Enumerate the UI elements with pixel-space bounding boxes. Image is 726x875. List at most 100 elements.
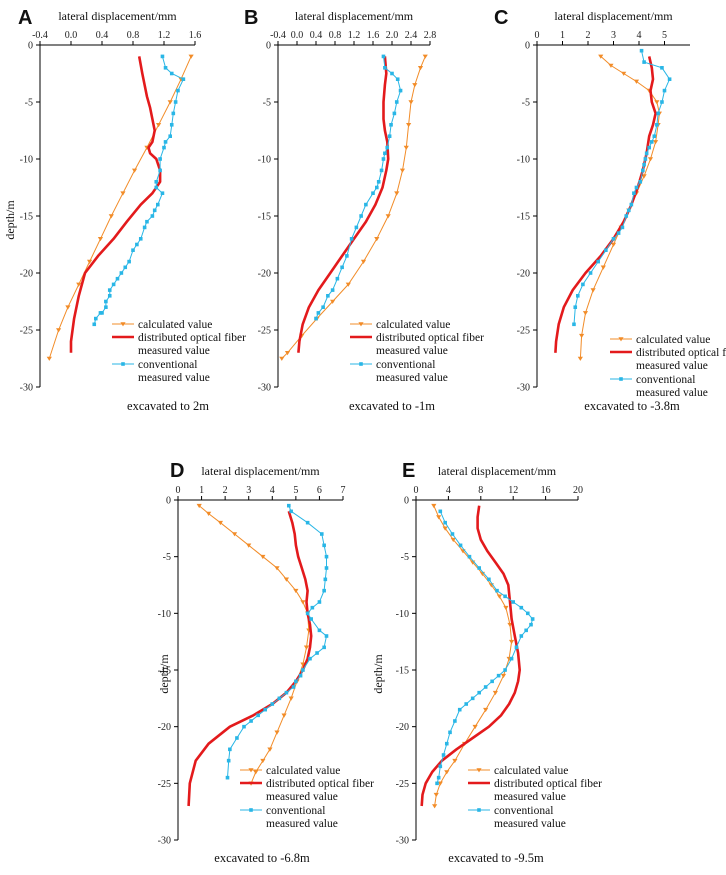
y-tick-label: -10 xyxy=(20,155,33,166)
x-tick-label: 12 xyxy=(508,485,518,496)
data-point xyxy=(291,685,296,689)
data-point xyxy=(171,111,176,116)
data-point xyxy=(620,225,625,230)
legend-line: conventional xyxy=(636,374,695,386)
legend-marker-calculated xyxy=(618,337,624,342)
data-point xyxy=(160,54,165,59)
legend-label-conventional: conventional measured value xyxy=(266,805,338,830)
data-point xyxy=(577,356,583,361)
data-point xyxy=(604,248,608,252)
data-point xyxy=(647,157,654,162)
data-point xyxy=(634,185,639,190)
data-point xyxy=(530,617,535,621)
data-point xyxy=(322,543,326,548)
data-point xyxy=(610,242,617,247)
y-tick-label: 0 xyxy=(404,496,409,507)
data-point xyxy=(315,651,319,655)
y-tick-label: -20 xyxy=(258,269,271,280)
series-fiber xyxy=(187,510,313,807)
x-tick-label: 0 xyxy=(414,485,419,496)
data-point xyxy=(301,668,305,672)
data-point xyxy=(46,356,52,361)
series-calculated xyxy=(196,503,312,786)
x-tick-label: 4 xyxy=(270,485,275,496)
panel-label: E xyxy=(402,460,415,482)
y-tick-label: -20 xyxy=(396,722,409,733)
x-tick-label: 0.0 xyxy=(65,30,78,41)
y-tick-label: -25 xyxy=(258,326,271,337)
data-point xyxy=(379,168,384,173)
legend-line: measured value xyxy=(636,387,708,399)
legend-line: measured value xyxy=(138,345,210,357)
series-line xyxy=(48,56,192,359)
y-axis-title: depth/m xyxy=(3,200,17,240)
data-point xyxy=(176,88,180,93)
legend-line: distributed optical fiber xyxy=(636,347,726,359)
data-point xyxy=(324,566,329,570)
y-tick-label: -20 xyxy=(517,269,530,280)
data-point xyxy=(509,656,514,661)
data-point xyxy=(274,566,280,571)
y-tick-label: 0 xyxy=(266,41,271,52)
x-tick-label: 1 xyxy=(199,485,204,496)
data-point xyxy=(433,792,439,798)
data-point xyxy=(127,259,131,264)
x-tick-label: 1.6 xyxy=(189,30,202,41)
data-point xyxy=(359,214,363,218)
y-tick-label: -25 xyxy=(158,779,171,790)
x-tick-label: 1 xyxy=(560,30,565,41)
data-point xyxy=(246,543,252,548)
data-point xyxy=(655,123,659,127)
data-point xyxy=(150,214,155,218)
data-point xyxy=(660,100,664,104)
panel-label: A xyxy=(18,7,32,29)
data-point xyxy=(155,123,162,128)
data-point xyxy=(422,54,428,59)
legend-label-conventional: conventional measured value xyxy=(376,359,448,384)
data-point xyxy=(120,191,126,196)
y-tick-label: -10 xyxy=(258,155,271,166)
y-tick-label: -30 xyxy=(20,383,33,394)
data-point xyxy=(87,259,93,264)
series-line xyxy=(573,50,671,325)
x-tick-label: 3 xyxy=(611,30,616,41)
data-point xyxy=(242,724,246,729)
legend-line: distributed optical fiber xyxy=(376,332,484,344)
data-point xyxy=(519,634,524,638)
data-point xyxy=(652,140,659,145)
data-point xyxy=(308,656,312,661)
data-point xyxy=(477,566,481,570)
data-point xyxy=(326,294,330,298)
data-point xyxy=(457,707,462,712)
y-tick-label: -25 xyxy=(517,326,530,337)
data-point xyxy=(253,770,259,775)
data-point xyxy=(385,145,390,150)
data-point xyxy=(477,690,481,695)
data-point xyxy=(335,276,340,281)
y-tick-label: -25 xyxy=(20,326,33,337)
data-point xyxy=(279,356,285,361)
data-point xyxy=(487,577,491,582)
y-tick-label: -25 xyxy=(396,779,409,790)
data-point xyxy=(529,622,533,627)
data-point xyxy=(381,157,386,161)
series-line xyxy=(198,505,310,784)
x-axis-title: lateral displacement/mm xyxy=(438,464,557,478)
data-point xyxy=(354,225,359,230)
legend-line: conventional xyxy=(138,359,197,371)
legend-line: measured value xyxy=(494,818,566,830)
data-point xyxy=(319,532,324,536)
data-point xyxy=(135,242,139,247)
y-tick-label: -5 xyxy=(522,98,530,109)
data-point xyxy=(300,600,306,605)
x-tick-label: 0 xyxy=(535,30,540,41)
data-point xyxy=(371,191,375,195)
legend-line: distributed optical fiber xyxy=(138,332,246,344)
data-point xyxy=(483,707,489,713)
x-tick-label: 4 xyxy=(637,30,642,41)
data-point xyxy=(503,668,507,672)
legend-line: measured value xyxy=(636,360,708,372)
data-point xyxy=(345,282,351,287)
